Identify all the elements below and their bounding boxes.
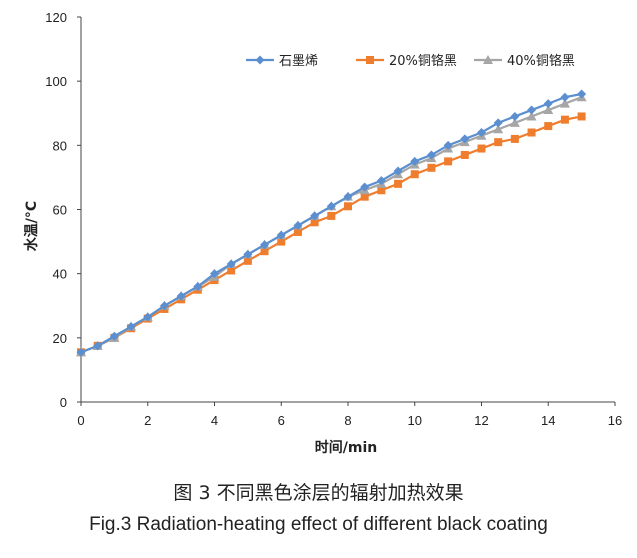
data-point [460,150,469,159]
data-point [577,89,587,99]
data-point [326,201,336,211]
data-point [260,247,269,256]
data-point [426,150,436,160]
y-tick-label: 120 [45,10,67,25]
data-point [510,111,520,121]
data-point [327,211,336,220]
legend-item: 20%铜铬黑 [356,53,457,69]
legend-label: 40%铜铬黑 [507,53,575,69]
data-point [227,266,236,275]
y-tick-label: 0 [60,395,67,410]
data-point [109,331,119,341]
data-point [343,192,353,202]
data-point [393,166,403,176]
data-point [509,117,520,127]
data-point [93,341,103,351]
series-1 [77,112,586,357]
legend: 石墨烯 20%铜铬黑 40%铜铬黑 [246,53,575,69]
data-point [560,115,569,124]
data-point [277,237,286,246]
data-point [494,138,503,147]
data-point [493,118,503,128]
data-point [360,182,370,192]
data-point [427,163,436,172]
data-point [226,259,236,269]
y-tick-label: 60 [53,203,67,218]
data-point [510,134,519,143]
y-tick-label: 100 [45,74,67,89]
legend-label: 石墨烯 [279,54,318,69]
data-point [560,92,570,102]
legend-item: 石墨烯 [246,54,318,69]
x-tick-label: 8 [344,413,351,428]
x-tick-label: 10 [408,413,422,428]
legend-item: 40%铜铬黑 [474,53,575,69]
legend-swatch-marker [255,55,265,65]
x-tick-label: 16 [608,413,622,428]
data-point [410,170,419,179]
data-point [559,98,570,108]
data-point [543,105,554,115]
axes: 0 2 4 6 8 10 12 14 16 0 20 40 60 80 100 120 [45,10,622,428]
data-point [493,124,504,134]
chart: 0 2 4 6 8 10 12 14 16 0 20 40 60 80 100 120 石墨烯 20%铜铬黑 40… [23,10,622,456]
data-point [577,112,586,121]
y-tick-label: 80 [53,138,67,153]
data-point [410,156,420,166]
y-tick-label: 40 [53,267,67,282]
series-0 [76,89,587,357]
legend-label: 20%铜铬黑 [389,53,457,69]
legend-swatch-marker [483,55,493,64]
legend-swatch-marker [366,56,374,64]
data-point [126,322,136,332]
x-tick-label: 0 [77,413,84,428]
data-point [360,192,369,201]
y-tick-label: 20 [53,331,67,346]
figure-caption-chinese: 图 3 不同黑色涂层的辐射加热效果 [173,482,464,504]
y-axis-label: 水温/°C [23,201,40,251]
series-line [80,115,582,354]
data-point [243,256,252,265]
figure-caption-english: Fig.3 Radiation-heating effect of differ… [89,514,548,535]
data-point [460,134,470,144]
data-point [276,230,286,240]
data-point [210,269,219,279]
data-point [159,301,169,311]
data-point [310,211,320,221]
data-point [544,122,553,131]
x-tick-label: 6 [278,413,285,428]
data-point [443,140,453,150]
data-point [543,99,553,109]
data-point [477,144,486,153]
data-point [527,105,537,115]
x-tick-label: 2 [144,413,151,428]
data-point [76,347,86,357]
data-point [293,221,303,231]
data-point [394,179,403,188]
data-point [526,111,537,121]
data-point [176,291,186,301]
data-point [344,202,352,211]
data-point [260,240,270,250]
data-point [193,282,203,291]
data-point [310,218,319,227]
series-layer [76,89,587,357]
data-point [143,312,153,322]
data-point [477,128,486,137]
data-point [243,249,253,259]
data-point [527,128,536,137]
x-tick-label: 4 [211,413,218,428]
data-point [293,227,302,236]
data-point [377,186,386,195]
x-tick-label: 14 [541,413,555,428]
x-tick-label: 12 [474,413,488,428]
data-point [376,176,386,186]
x-axis-label: 时间/min [315,439,377,456]
data-point [444,157,453,166]
